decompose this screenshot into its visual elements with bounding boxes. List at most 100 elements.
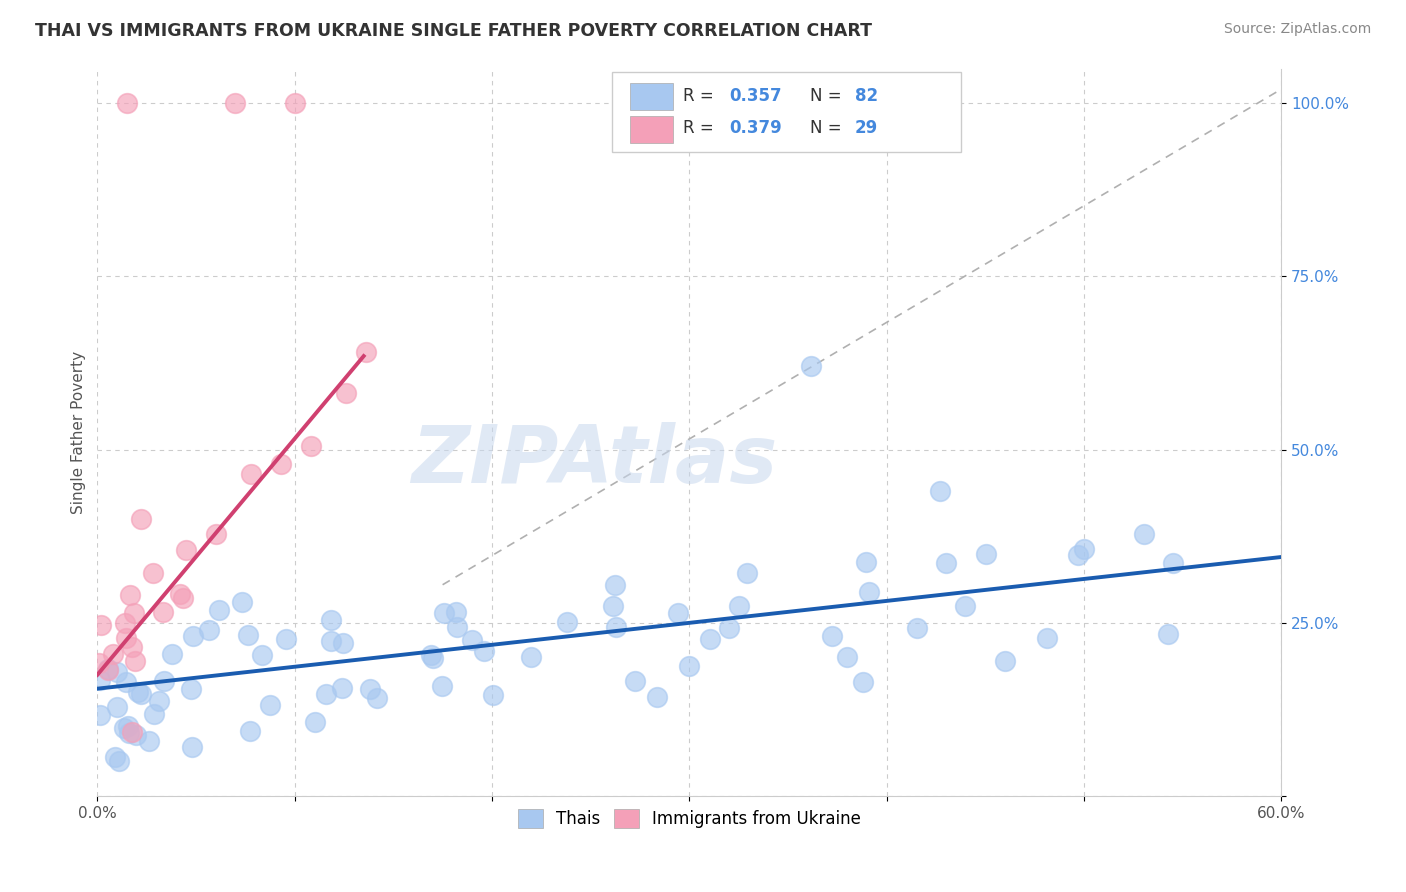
Point	[152, 605, 174, 619]
Point	[121, 640, 143, 654]
Point	[928, 484, 950, 499]
Point	[259, 698, 281, 712]
Point	[446, 620, 468, 634]
Point	[174, 543, 197, 558]
Point	[115, 675, 138, 690]
Point	[236, 627, 259, 641]
Point	[142, 566, 165, 581]
Point	[240, 467, 263, 482]
Point	[89, 708, 111, 723]
Point	[799, 359, 821, 374]
Point	[366, 691, 388, 706]
Point	[142, 706, 165, 721]
Point	[319, 633, 342, 648]
Point	[603, 577, 626, 591]
Point	[112, 722, 135, 736]
Point	[935, 557, 957, 571]
Point	[678, 659, 700, 673]
Point	[520, 650, 543, 665]
Point	[875, 82, 897, 96]
Point	[735, 566, 758, 580]
Point	[472, 643, 495, 657]
Point	[335, 386, 357, 401]
Point	[1073, 541, 1095, 556]
Point	[97, 662, 120, 676]
Point	[121, 724, 143, 739]
Point	[1163, 557, 1185, 571]
Point	[138, 734, 160, 748]
Point	[124, 606, 146, 620]
Point	[1132, 526, 1154, 541]
Point	[198, 624, 221, 638]
Point	[224, 96, 246, 111]
Point	[1067, 549, 1090, 563]
Point	[1157, 626, 1180, 640]
Point	[284, 96, 307, 111]
Text: N =: N =	[810, 87, 846, 105]
Point	[231, 595, 253, 609]
Point	[124, 655, 146, 669]
Point	[717, 621, 740, 635]
Text: N =: N =	[810, 120, 846, 137]
Point	[974, 547, 997, 561]
Point	[835, 649, 858, 664]
Point	[274, 632, 297, 646]
Point	[666, 606, 689, 620]
Point	[114, 616, 136, 631]
Text: Source: ZipAtlas.com: Source: ZipAtlas.com	[1223, 22, 1371, 37]
Point	[602, 599, 624, 613]
Text: R =: R =	[683, 87, 720, 105]
Point	[118, 588, 141, 602]
Point	[115, 96, 138, 111]
Text: 29: 29	[855, 120, 879, 137]
Point	[87, 656, 110, 670]
Point	[104, 749, 127, 764]
Point	[433, 607, 456, 621]
Point	[955, 599, 977, 613]
Point	[101, 647, 124, 661]
Point	[994, 654, 1017, 668]
Point	[117, 719, 139, 733]
Point	[181, 629, 204, 643]
Point	[858, 585, 880, 599]
Point	[778, 82, 800, 96]
Point	[181, 739, 204, 754]
Point	[239, 724, 262, 739]
Point	[481, 688, 503, 702]
FancyBboxPatch shape	[612, 72, 962, 153]
Point	[315, 688, 337, 702]
Point	[105, 699, 128, 714]
FancyBboxPatch shape	[630, 83, 672, 110]
Point	[152, 673, 174, 688]
Point	[148, 694, 170, 708]
Point	[97, 663, 120, 677]
Point	[90, 618, 112, 632]
Point	[645, 690, 668, 705]
Point	[208, 603, 231, 617]
Point	[107, 754, 129, 768]
Point	[129, 512, 152, 526]
Point	[270, 458, 292, 472]
Point	[321, 613, 343, 627]
Text: R =: R =	[683, 120, 720, 137]
Point	[332, 636, 354, 650]
Point	[855, 555, 877, 569]
Point	[127, 684, 149, 698]
Point	[821, 628, 844, 642]
Point	[304, 714, 326, 729]
Point	[727, 599, 749, 613]
Point	[89, 673, 111, 688]
Text: 82: 82	[855, 87, 879, 105]
Point	[605, 619, 627, 633]
Point	[250, 648, 273, 662]
Legend: Thais, Immigrants from Ukraine: Thais, Immigrants from Ukraine	[510, 803, 868, 835]
Point	[162, 647, 184, 661]
Point	[299, 438, 322, 452]
Point	[782, 82, 804, 96]
FancyBboxPatch shape	[630, 116, 672, 143]
Point	[623, 674, 645, 689]
Point	[180, 681, 202, 696]
Point	[422, 651, 444, 665]
Point	[1036, 631, 1059, 645]
Point	[129, 687, 152, 701]
